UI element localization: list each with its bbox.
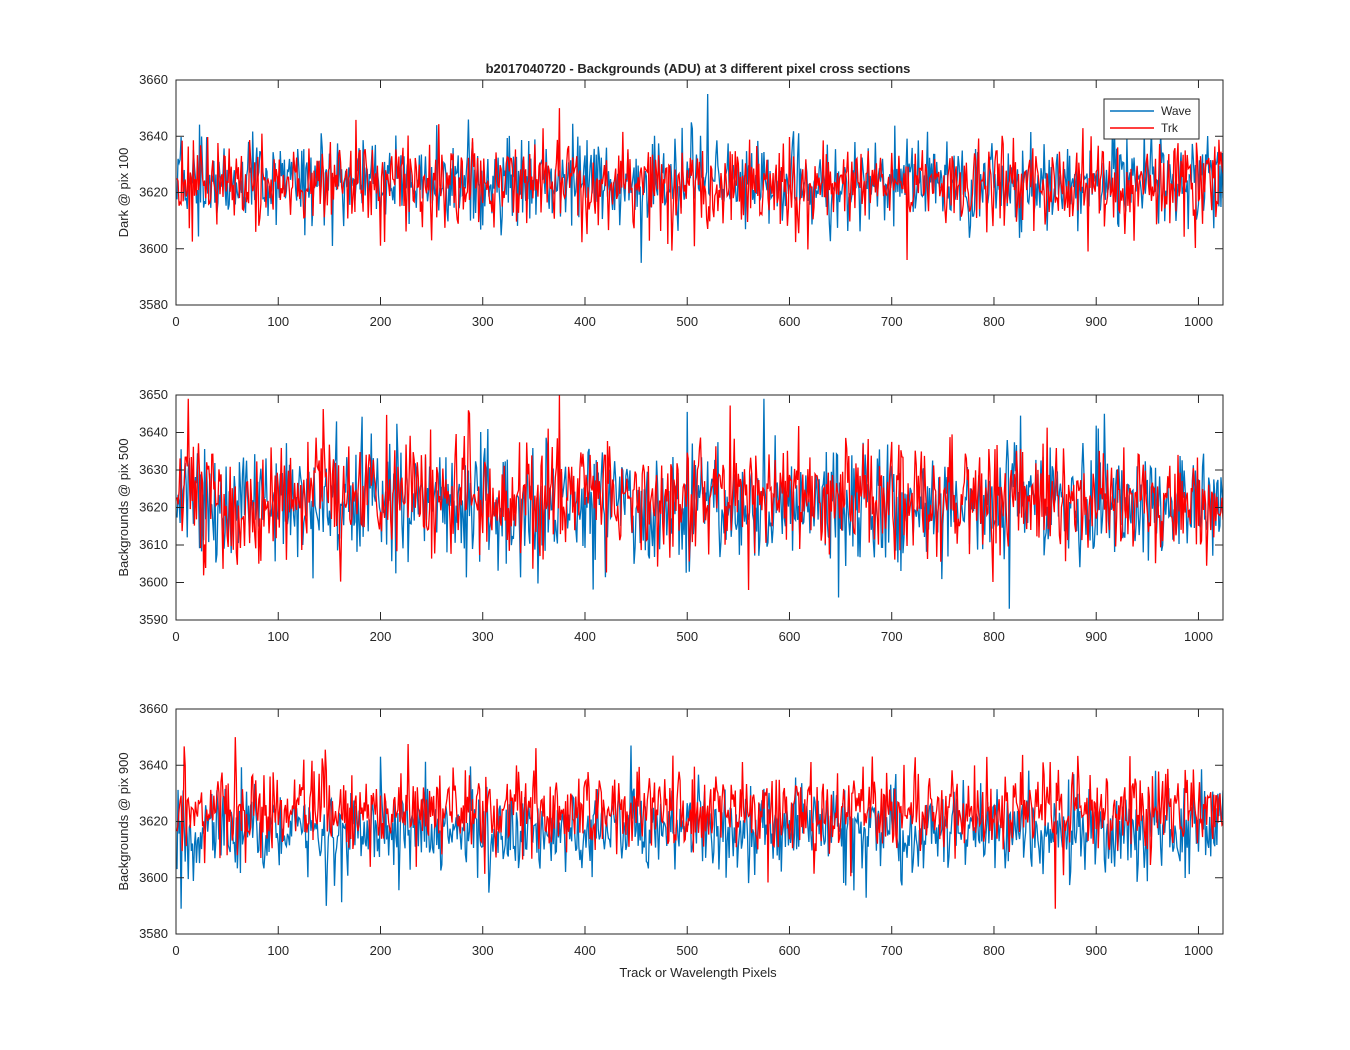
x-tick-label: 800 (983, 943, 1005, 958)
x-tick-label: 900 (1085, 314, 1107, 329)
x-tick-label: 700 (881, 943, 903, 958)
y-tick-label: 3660 (139, 701, 168, 716)
x-tick-label: 300 (472, 943, 494, 958)
y-tick-label: 3640 (139, 128, 168, 143)
x-tick-label: 200 (370, 314, 392, 329)
x-tick-label: 400 (574, 943, 596, 958)
y-axis-label: Dark @ pix 100 (116, 148, 131, 238)
legend-box (1103, 98, 1200, 140)
x-tick-label: 200 (370, 629, 392, 644)
x-tick-label: 700 (881, 314, 903, 329)
y-tick-label: 3650 (139, 387, 168, 402)
x-tick-label: 700 (881, 629, 903, 644)
x-tick-label: 800 (983, 629, 1005, 644)
x-tick-label: 1000 (1184, 943, 1213, 958)
x-tick-label: 100 (267, 629, 289, 644)
x-tick-label: 600 (779, 314, 801, 329)
y-tick-label: 3630 (139, 462, 168, 477)
x-tick-label: 300 (472, 314, 494, 329)
x-tick-label: 300 (472, 629, 494, 644)
series-line-trk (176, 108, 1223, 261)
x-tick-label: 500 (676, 943, 698, 958)
y-tick-label: 3620 (139, 185, 168, 200)
y-tick-label: 3580 (139, 926, 168, 941)
subplots-group: 0 100 200 300 400 500 600 700 800 900 100035803600… (116, 72, 1224, 958)
x-tick-label: 900 (1085, 943, 1107, 958)
y-tick-label: 3660 (139, 72, 168, 87)
series-line-trk (176, 395, 1223, 591)
y-tick-label: 3600 (139, 870, 168, 885)
y-axis-label: Backgrounds @ pix 900 (116, 752, 131, 890)
figure-title: b2017040720 - Backgrounds (ADU) at 3 dif… (486, 61, 911, 76)
x-tick-label: 800 (983, 314, 1005, 329)
x-tick-label: 100 (267, 314, 289, 329)
x-tick-label: 0 (172, 314, 179, 329)
x-tick-label: 400 (574, 314, 596, 329)
y-tick-label: 3620 (139, 814, 168, 829)
x-tick-label: 600 (779, 629, 801, 644)
x-tick-label: 100 (267, 943, 289, 958)
x-tick-label: 400 (574, 629, 596, 644)
x-tick-label: 0 (172, 629, 179, 644)
subplot-3: 0 100 200 300 400 500 600 700 800 900 1000 3580 3600… (116, 701, 1224, 958)
y-axis-label: Backgrounds @ pix 500 (116, 438, 131, 576)
y-tick-label: 3640 (139, 425, 168, 440)
x-tick-label: 1000 (1184, 629, 1213, 644)
x-tick-label: 600 (779, 943, 801, 958)
x-tick-label: 1000 (1184, 314, 1213, 329)
y-tick-label: 3600 (139, 241, 168, 256)
legend: Wave Trk (1103, 98, 1200, 140)
y-tick-label: 3600 (139, 575, 168, 590)
legend-label-wave: Wave (1161, 104, 1192, 118)
series-line-trk (176, 737, 1223, 909)
y-tick-label: 3610 (139, 537, 168, 552)
x-tick-label: 500 (676, 629, 698, 644)
x-tick-label: 200 (370, 943, 392, 958)
y-tick-label: 3620 (139, 500, 168, 515)
x-axis-label: Track or Wavelength Pixels (619, 965, 777, 980)
x-tick-label: 0 (172, 943, 179, 958)
subplot-2: 0 100 200 300 400 500 600 700 800 900 1000 3590 3600… (116, 387, 1224, 644)
x-tick-label: 900 (1085, 629, 1107, 644)
subplot-1: 0 100 200 300 400 500 600 700 800 900 1000 3580 3600… (116, 72, 1224, 329)
x-tick-label: 500 (676, 314, 698, 329)
y-tick-label: 3580 (139, 297, 168, 312)
y-tick-label: 3640 (139, 757, 168, 772)
legend-label-trk: Trk (1161, 121, 1179, 135)
series-line-wave (176, 398, 1223, 609)
y-tick-label: 3590 (139, 612, 168, 627)
